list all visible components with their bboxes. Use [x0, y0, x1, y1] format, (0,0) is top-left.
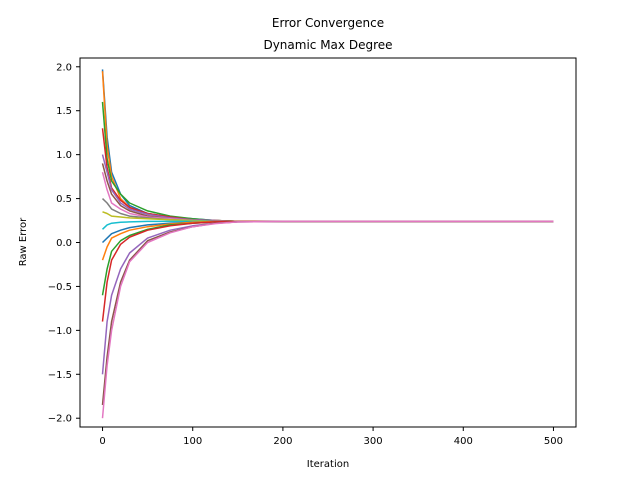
y-tick-label: 1.0: [56, 150, 72, 161]
x-tick-label: 400: [454, 436, 473, 447]
y-tick-label: −1.0: [48, 326, 72, 337]
y-axis-label: Raw Error: [18, 217, 29, 266]
x-tick-label: 0: [99, 436, 105, 447]
x-tick-label: 200: [273, 436, 292, 447]
y-tick-label: 2.0: [56, 62, 72, 73]
x-tick-label: 500: [544, 436, 563, 447]
y-axis-ticks: −2.0 −1.5 −1.0 −0.5 0.0 0.5 1.0 1.5 2.0: [48, 62, 80, 425]
chart-subtitle: Dynamic Max Degree: [263, 38, 392, 52]
y-tick-label: −2.0: [48, 414, 72, 425]
x-axis-label: Iteration: [307, 459, 349, 470]
x-tick-label: 300: [364, 436, 383, 447]
y-tick-label: −0.5: [48, 282, 72, 293]
plot-lines: [101, 69, 554, 419]
y-tick-label: 1.5: [56, 106, 72, 117]
chart-title: Error Convergence: [272, 16, 384, 30]
y-tick-label: 0.0: [56, 238, 72, 249]
series-line-17: [101, 220, 554, 419]
x-axis-ticks: 0 100 200 300 400 500: [99, 427, 563, 447]
y-tick-label: −1.5: [48, 370, 72, 381]
x-tick-label: 100: [183, 436, 202, 447]
y-tick-label: 0.5: [56, 194, 72, 205]
